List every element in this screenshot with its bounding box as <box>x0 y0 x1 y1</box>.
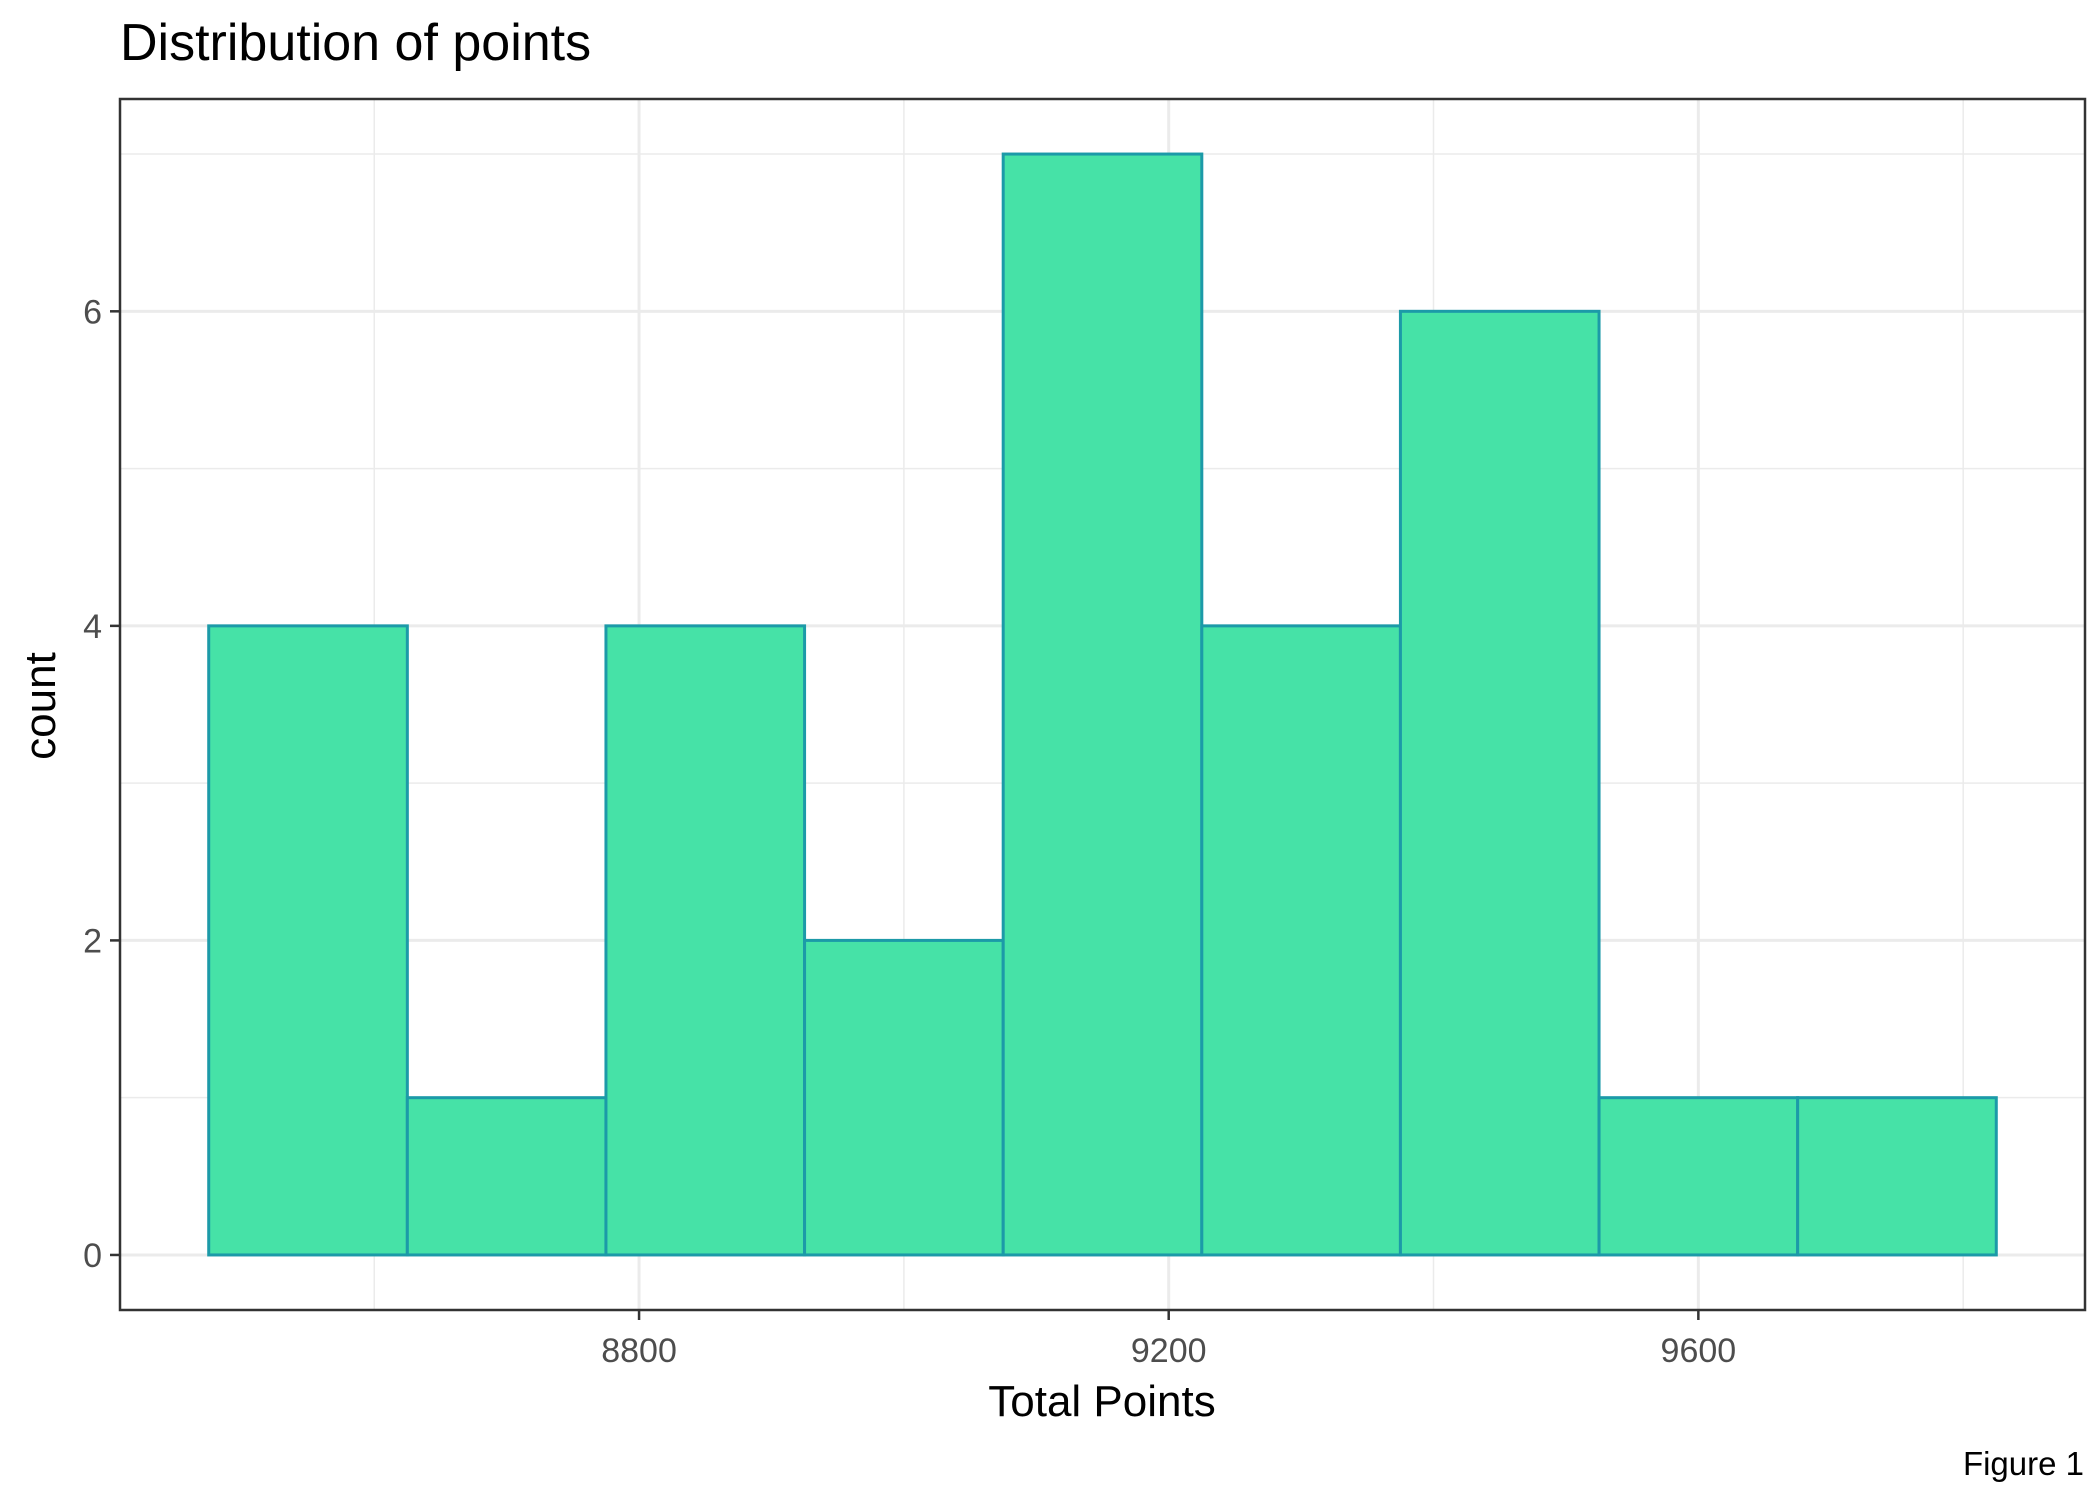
histogram-bar <box>207 624 409 1257</box>
histogram-bar <box>1597 1096 1800 1257</box>
histogram-bar <box>1398 309 1601 1257</box>
histogram-bar <box>604 624 807 1257</box>
y-tick-label: 4 <box>83 608 102 646</box>
x-tick-label: 9200 <box>1131 1332 1207 1370</box>
x-tick-label: 8800 <box>601 1332 677 1370</box>
histogram-bar <box>1001 152 1204 1257</box>
x-axis-title: Total Points <box>988 1377 1215 1426</box>
y-tick-label: 6 <box>83 293 102 331</box>
y-axis: 0 2 4 6 <box>83 293 120 1275</box>
histogram-bar <box>803 938 1005 1257</box>
chart-title: Distribution of points <box>120 14 591 72</box>
y-tick-label: 0 <box>83 1237 102 1275</box>
histogram-bar <box>1796 1096 1998 1257</box>
y-tick-label: 2 <box>83 922 102 960</box>
histogram-bar <box>405 1096 608 1257</box>
panel-border <box>118 97 2087 1312</box>
x-tick-label: 9600 <box>1661 1332 1737 1370</box>
histogram-bar <box>1200 624 1402 1257</box>
y-axis-title: count <box>16 652 65 760</box>
figure-caption: Figure 1 <box>1963 1445 2084 1482</box>
x-axis: 8800 9200 9600 <box>601 1310 1736 1370</box>
plot-panel <box>118 97 2087 1312</box>
